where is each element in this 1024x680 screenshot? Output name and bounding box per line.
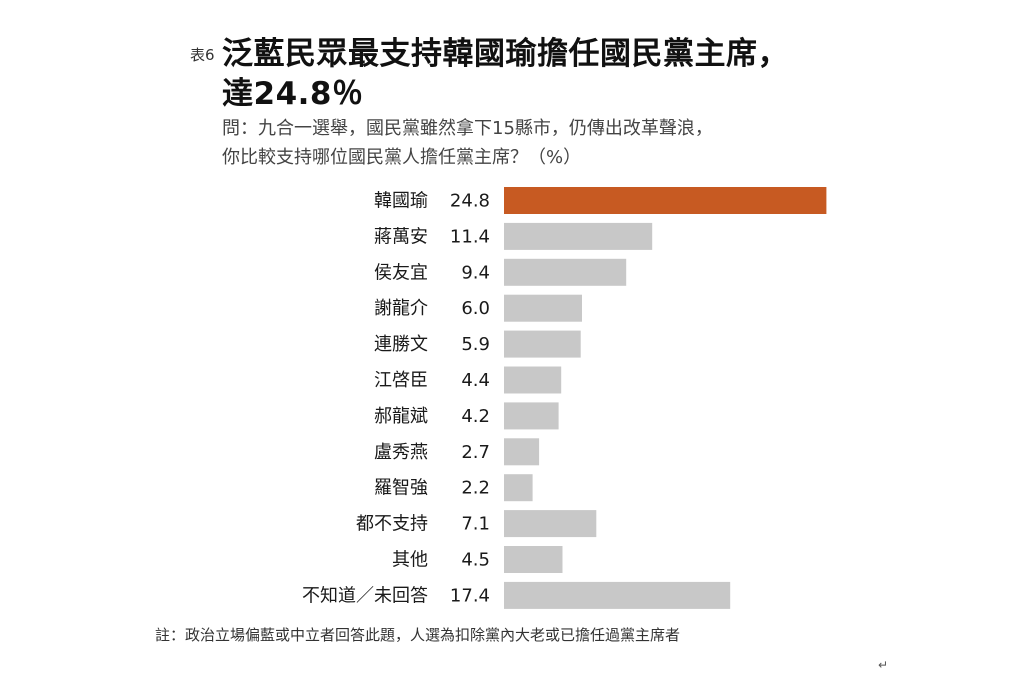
- category-label-1: 蔣萬安: [374, 226, 428, 247]
- table-tag: 表6: [190, 46, 215, 64]
- value-label-8: 2.2: [461, 478, 490, 499]
- value-label-4: 5.9: [461, 334, 490, 355]
- bar-3: [504, 294, 582, 322]
- return-mark: ↵: [878, 658, 889, 672]
- category-label-6: 郝龍斌: [374, 406, 428, 427]
- bar-7: [504, 438, 540, 466]
- bar-4: [504, 330, 581, 358]
- category-label-4: 連勝文: [374, 334, 428, 355]
- bar-1: [504, 222, 653, 250]
- value-label-1: 11.4: [450, 226, 490, 247]
- bar-8: [504, 474, 533, 502]
- bar-10: [504, 546, 563, 573]
- footnote: 註：政治立場偏藍或中立者回答此題，人選為扣除黨內大老或已擔任過黨主席者: [155, 626, 681, 644]
- value-label-2: 9.4: [461, 262, 490, 283]
- category-label-2: 侯友宜: [374, 262, 428, 283]
- value-label-0: 24.8: [450, 191, 490, 212]
- chart-title-line-1: 泛藍民眾最支持韓國瑜擔任國民黨主席，: [222, 36, 789, 72]
- category-label-10: 其他: [392, 550, 428, 571]
- value-label-11: 17.4: [450, 585, 490, 606]
- bar-6: [504, 402, 559, 430]
- value-label-6: 4.2: [461, 406, 490, 427]
- value-label-10: 4.5: [461, 550, 490, 571]
- value-label-3: 6.0: [461, 298, 490, 319]
- value-label-9: 7.1: [461, 514, 490, 535]
- category-label-8: 羅智強: [374, 478, 428, 499]
- value-label-5: 4.4: [461, 370, 490, 391]
- category-label-11: 不知道／未回答: [302, 585, 428, 606]
- question-line-1: 問：九合一選舉，國民黨雖然拿下15縣市，仍傳出改革聲浪，: [222, 118, 713, 139]
- bar-0: [504, 187, 827, 214]
- bar-9: [504, 510, 597, 538]
- category-label-5: 江啓臣: [374, 370, 428, 391]
- bar-5: [504, 366, 562, 394]
- category-label-9: 都不支持: [356, 514, 428, 535]
- category-label-7: 盧秀燕: [374, 442, 428, 463]
- category-label-0: 韓國瑜: [374, 191, 428, 212]
- bar-11: [504, 581, 731, 609]
- chart-title-line-2: 達24.8％: [222, 76, 364, 112]
- category-label-3: 謝龍介: [374, 298, 428, 319]
- value-label-7: 2.7: [461, 442, 490, 463]
- question-line-2: 你比較支持哪位國民黨人擔任黨主席？（%）: [222, 147, 582, 168]
- bar-2: [504, 258, 627, 286]
